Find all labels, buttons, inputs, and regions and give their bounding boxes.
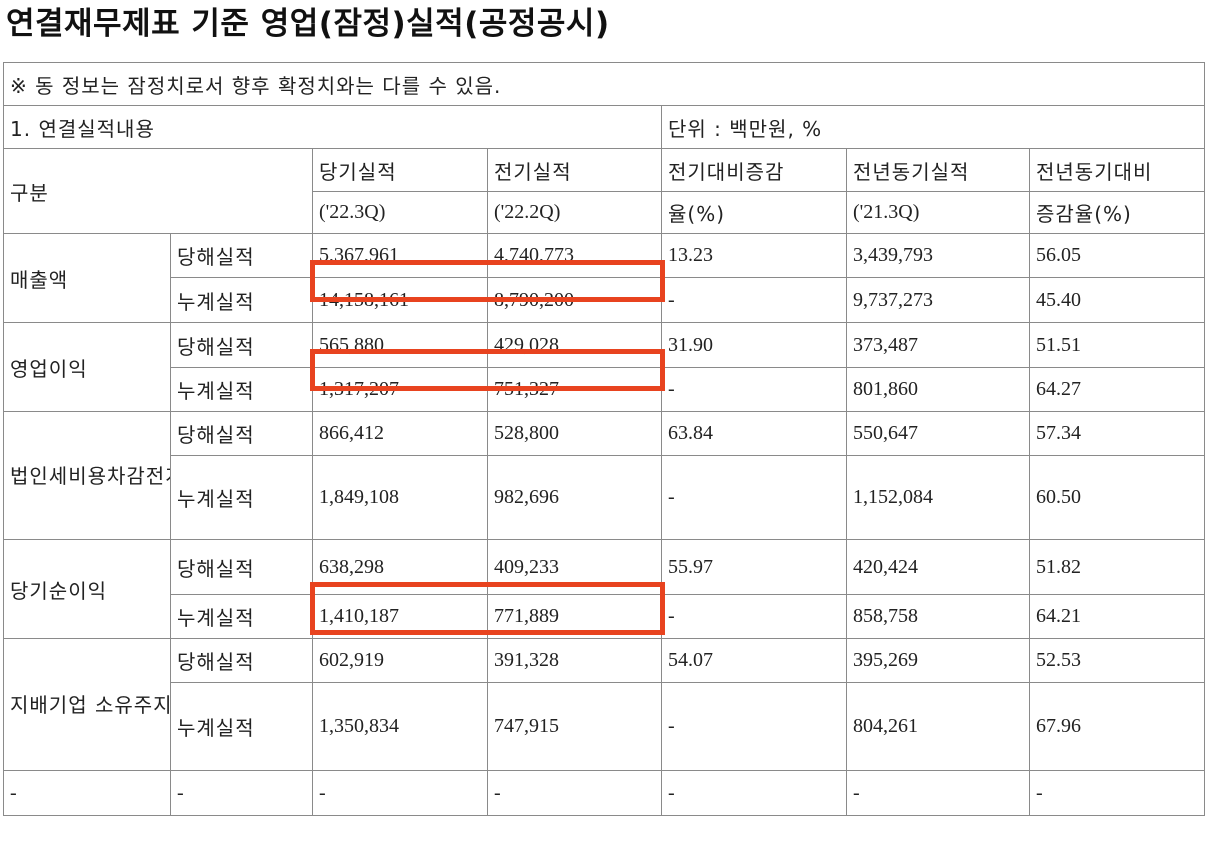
- blank-cell: -: [1028, 770, 1206, 816]
- blank-cell: -: [661, 770, 847, 816]
- previous-value: 751,327: [487, 367, 662, 412]
- row-type: 누계실적: [170, 682, 313, 771]
- previous-value: 391,328: [487, 638, 662, 683]
- yoy-rate: 56.05: [1028, 233, 1206, 278]
- row-group-name: 법인세비용차감전계속사업이익: [3, 411, 171, 540]
- current-value: 1,849,108: [312, 455, 488, 540]
- blank-cell: -: [170, 770, 313, 816]
- yoy-rate: 57.34: [1028, 411, 1206, 456]
- table-row: 영업이익 당해실적 565,880 429,028 31.90 373,487 51.51: [3, 322, 1206, 412]
- current-value: 1,317,207: [312, 367, 488, 412]
- table-row: 당기순이익 당해실적 638,298 409,233 55.97 420,424 51.82: [3, 539, 1206, 639]
- yoy-value: 858,758: [846, 594, 1030, 639]
- table-row: 누계실적 1,317,207 751,327-801,860 64.27: [4, 367, 1206, 412]
- header-qoq: 전기대비증감: [661, 148, 847, 192]
- current-value: 565,880: [312, 322, 488, 368]
- previous-value: 982,696: [487, 455, 662, 540]
- qoq-rate: 31.90: [661, 322, 847, 368]
- table-row: 지배기업 소유주지분 순이익당해실적602,919391,32854.07395…: [3, 638, 1206, 771]
- row-type: 누계실적: [170, 367, 313, 412]
- yoy-rate: 64.27: [1028, 367, 1206, 412]
- yoy-value: 9,737,273: [846, 277, 1030, 323]
- qoq-rate: 54.07: [661, 638, 847, 683]
- yoy-rate: 45.40: [1028, 277, 1206, 323]
- yoy-rate: 52.53: [1028, 638, 1206, 683]
- header-current: 당기실적: [312, 148, 488, 192]
- blank-row: - - - - - - -: [3, 770, 1206, 816]
- page-title: 연결재무제표 기준 영업(잠정)실적(공정공시): [6, 6, 610, 42]
- earnings-table: ※ 동 정보는 잠정치로서 향후 확정치와는 다를 수 있음. 1. 연결실적내…: [2, 62, 1206, 816]
- header-previous-period: ('22.2Q): [487, 191, 662, 234]
- table-row: 누계실적 1,410,187 771,889-858,758 64.21: [4, 594, 1206, 639]
- yoy-value: 801,860: [846, 367, 1030, 412]
- table-row: 법인세비용차감전계속사업이익당해실적866,412528,80063.84550…: [3, 411, 1206, 540]
- yoy-value: 420,424: [846, 539, 1030, 595]
- blank-cell: -: [312, 770, 488, 816]
- row-group-name: 매출액: [3, 233, 171, 323]
- notice-text: ※ 동 정보는 잠정치로서 향후 확정치와는 다를 수 있음.: [2, 62, 1206, 106]
- blank-cell: -: [487, 770, 662, 816]
- current-value: 866,412: [312, 411, 488, 456]
- yoy-rate: 64.21: [1028, 594, 1206, 639]
- row-group-name: 영업이익: [3, 322, 171, 412]
- row-type: 당해실적: [170, 411, 313, 456]
- yoy-value: 3,439,793: [846, 233, 1030, 278]
- blank-cell: -: [3, 770, 171, 816]
- current-value: 1,350,834: [312, 682, 488, 771]
- qoq-rate: -: [661, 277, 847, 323]
- previous-value: 8,790,200: [487, 277, 662, 323]
- row-type: 누계실적: [170, 277, 313, 323]
- row-type: 당해실적: [170, 539, 313, 595]
- row-type: 당해실적: [170, 638, 313, 683]
- qoq-rate: -: [661, 594, 847, 639]
- qoq-rate: 63.84: [661, 411, 847, 456]
- previous-value: 747,915: [487, 682, 662, 771]
- qoq-rate: -: [661, 367, 847, 412]
- yoy-value: 395,269: [846, 638, 1030, 683]
- qoq-rate: 55.97: [661, 539, 847, 595]
- current-value: 602,919: [312, 638, 488, 683]
- row-type: 당해실적: [170, 233, 313, 278]
- qoq-rate: 13.23: [661, 233, 847, 278]
- header-qoq-unit: 율(%): [661, 191, 847, 234]
- previous-value: 771,889: [487, 594, 662, 639]
- yoy-rate: 51.51: [1028, 322, 1206, 368]
- table-row: 매출액 당해실적 5,367,961 4,740,773 13.23 3,439,793 5…: [3, 233, 1206, 323]
- yoy-value: 373,487: [846, 322, 1030, 368]
- current-value: 638,298: [312, 539, 488, 595]
- previous-value: 528,800: [487, 411, 662, 456]
- table-row: 누계실적 14,158,161 8,790,200-9,737,273 45.40: [4, 277, 1206, 323]
- header-yoy: 전년동기실적: [846, 148, 1030, 192]
- current-value: 14,158,161: [312, 277, 488, 323]
- previous-value: 4,740,773: [487, 233, 662, 278]
- qoq-rate: -: [661, 455, 847, 540]
- header-previous: 전기실적: [487, 148, 662, 192]
- previous-value: 409,233: [487, 539, 662, 595]
- yoy-rate: 51.82: [1028, 539, 1206, 595]
- table-row: 누계실적 1,350,834 747,915-804,261 67.96: [4, 682, 1206, 771]
- unit-label: 단위 : 백만원, %: [660, 105, 1206, 149]
- qoq-rate: -: [661, 682, 847, 771]
- row-type: 당해실적: [170, 322, 313, 368]
- table-row: 누계실적 1,849,108 982,696-1,152,084 60.50: [4, 455, 1206, 540]
- previous-value: 429,028: [487, 322, 662, 368]
- yoy-value: 804,261: [846, 682, 1030, 771]
- header-yoy-rate: 전년동기대비: [1028, 148, 1206, 192]
- section-title: 1. 연결실적내용: [3, 105, 662, 149]
- blank-cell: -: [846, 770, 1030, 816]
- current-value: 1,410,187: [312, 594, 488, 639]
- row-group-name: 당기순이익: [3, 539, 171, 639]
- row-group-name: 지배기업 소유주지분 순이익: [3, 638, 171, 771]
- current-value: 5,367,961: [312, 233, 488, 278]
- yoy-value: 1,152,084: [846, 455, 1030, 540]
- yoy-rate: 60.50: [1028, 455, 1206, 540]
- yoy-value: 550,647: [846, 411, 1030, 456]
- yoy-rate: 67.96: [1028, 682, 1206, 771]
- row-type: 누계실적: [170, 455, 313, 540]
- row-type: 누계실적: [170, 594, 313, 639]
- header-yoy-rate-unit: 증감율(%): [1028, 191, 1206, 234]
- header-category: 구분: [3, 148, 313, 234]
- header-yoy-period: ('21.3Q): [846, 191, 1030, 234]
- header-current-period: ('22.3Q): [312, 191, 488, 234]
